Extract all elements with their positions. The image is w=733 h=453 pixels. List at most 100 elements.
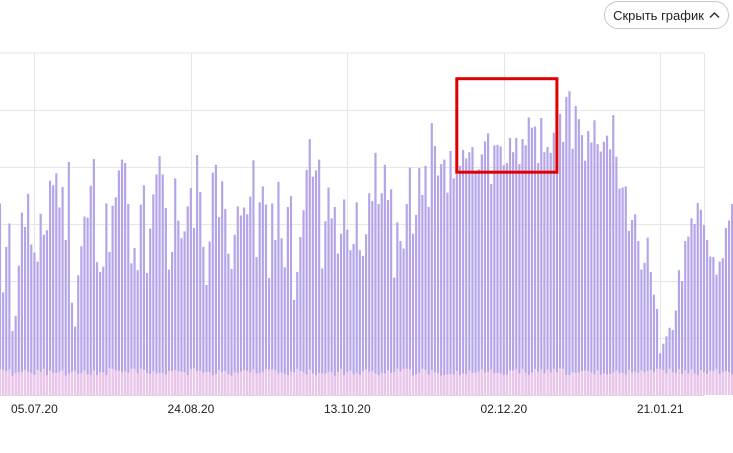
bar-s0-152	[474, 173, 477, 395]
bar-s0-39	[120, 159, 124, 395]
bar-s0-199	[621, 187, 624, 395]
bar-s1-21	[64, 375, 67, 395]
bar-s0-147	[458, 165, 462, 395]
bar-s0-55	[170, 251, 174, 395]
bar-s1-79	[246, 370, 249, 395]
bar-s1-68	[211, 375, 214, 395]
bar-s1-189	[590, 372, 593, 395]
bar-s0-203	[634, 214, 637, 395]
bar-s1-222	[693, 373, 696, 395]
bar-s0-137	[427, 206, 430, 395]
bar-s1-214	[668, 368, 671, 395]
bar-s0-34	[105, 203, 108, 395]
bar-s1-144	[449, 373, 452, 395]
bar-s1-48	[149, 373, 152, 395]
bar-s1-19	[58, 371, 61, 395]
bar-s1-60	[186, 375, 189, 395]
bar-s1-88	[274, 370, 277, 395]
bar-s1-91	[283, 373, 286, 395]
bar-s0-117	[364, 234, 368, 395]
bar-s1-43	[133, 368, 136, 395]
bar-s1-64	[199, 370, 202, 395]
bar-s1-138	[430, 369, 433, 395]
bar-s0-38	[117, 170, 120, 395]
bar-s0-27	[83, 216, 86, 395]
bar-s0-110	[343, 199, 346, 395]
bar-s0-168	[524, 145, 527, 395]
x-tick-label-3: 02.12.20	[480, 402, 527, 416]
bar-s0-134	[418, 168, 421, 395]
bar-s0-123	[383, 164, 386, 395]
bar-s1-211	[659, 368, 662, 395]
bar-s1-182	[568, 375, 571, 395]
bar-s0-208	[649, 271, 652, 395]
bar-s0-140	[436, 175, 440, 395]
bar-s1-178	[555, 372, 559, 395]
bar-s0-46	[142, 185, 146, 395]
bar-s0-169	[527, 117, 530, 395]
bar-s0-183	[571, 148, 574, 395]
bar-s1-125	[390, 372, 393, 395]
bar-s0-25	[77, 275, 80, 395]
bar-s1-54	[167, 371, 171, 395]
bar-s1-67	[208, 372, 211, 395]
bar-s0-99	[308, 139, 311, 395]
bar-s0-160	[499, 146, 502, 395]
bar-s1-212	[662, 369, 665, 395]
bar-s1-114	[355, 372, 358, 395]
bar-s1-13	[39, 371, 42, 395]
bar-s1-99	[308, 369, 311, 395]
bar-s1-218	[681, 373, 684, 395]
hide-chart-button[interactable]: Скрыть график	[604, 1, 729, 29]
bar-s0-67	[208, 241, 211, 395]
bar-s1-47	[145, 372, 149, 395]
bar-s0-194	[605, 135, 609, 395]
bar-s1-115	[358, 374, 361, 395]
x-tick-label-2: 13.10.20	[324, 402, 371, 416]
bar-s0-37	[114, 197, 117, 395]
bar-s1-90	[280, 372, 283, 395]
bar-s1-154	[480, 369, 483, 395]
bar-s1-141	[440, 375, 443, 395]
bar-s0-135	[421, 194, 424, 395]
bar-s1-41	[127, 372, 130, 395]
bar-s0-115	[358, 250, 361, 395]
bar-s1-14	[42, 368, 45, 395]
bar-s0-170	[530, 127, 534, 396]
bar-s1-170	[530, 372, 534, 395]
bar-s1-46	[142, 369, 146, 395]
bar-s0-136	[424, 165, 427, 395]
bar-s0-112	[349, 250, 352, 395]
bar-s1-146	[455, 371, 458, 395]
bar-s1-118	[368, 371, 371, 395]
bar-s0-105	[327, 187, 330, 395]
bar-s1-197	[615, 370, 618, 395]
bar-s1-207	[646, 371, 649, 395]
bar-s1-164	[512, 370, 515, 395]
bar-s1-42	[130, 368, 133, 395]
bar-s0-119	[371, 201, 374, 395]
bar-s0-201	[627, 230, 630, 395]
bar-s0-144	[449, 151, 452, 395]
bar-s0-78	[242, 207, 246, 395]
bar-s0-176	[549, 152, 552, 395]
bar-s0-32	[99, 271, 102, 395]
bar-s1-97	[302, 372, 305, 395]
bar-s1-100	[311, 373, 314, 395]
bar-s0-35	[108, 251, 111, 395]
bar-s0-114	[355, 202, 358, 395]
bar-s1-173	[540, 369, 543, 395]
bar-s1-52	[161, 372, 164, 395]
bar-s1-86	[267, 369, 271, 395]
bar-s0-44	[136, 270, 139, 395]
bar-s1-203	[634, 371, 637, 395]
bar-s0-150	[468, 152, 471, 395]
bar-s0-18	[55, 173, 58, 395]
bar-s0-28	[86, 217, 89, 395]
bar-s1-66	[205, 372, 208, 395]
bar-s1-7	[20, 371, 23, 395]
bar-s0-141	[440, 164, 443, 395]
bar-s0-221	[690, 218, 693, 395]
bar-s1-69	[214, 373, 217, 395]
bar-s0-155	[483, 141, 487, 395]
